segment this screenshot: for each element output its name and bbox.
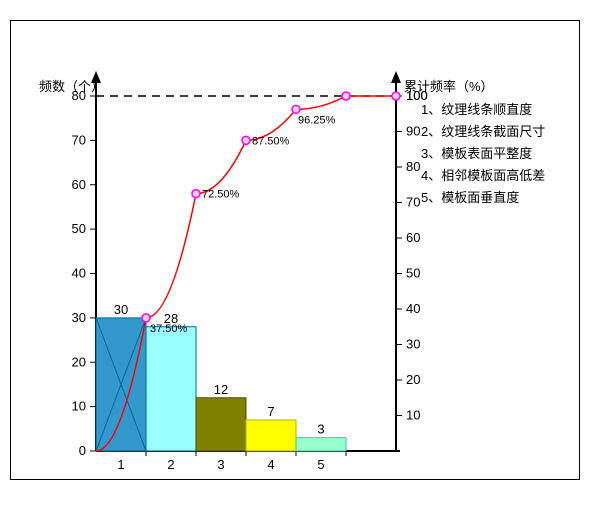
- cumulative-marker: [392, 92, 400, 100]
- cumulative-label: 87.50%: [252, 135, 290, 147]
- y-right-tick-label: 50: [406, 266, 420, 281]
- bar: [146, 327, 196, 451]
- y-right-tick-label: 40: [406, 301, 420, 316]
- y-right-tick-label: 90: [406, 124, 420, 139]
- y-left-tick-label: 20: [72, 354, 86, 369]
- y-left-tick-label: 60: [72, 177, 86, 192]
- cumulative-label: 72.50%: [202, 189, 240, 201]
- legend-item: 3、模板表面平整度: [421, 146, 532, 161]
- legend-item: 1、纹理线条顺直度: [421, 102, 532, 117]
- bar: [196, 398, 246, 451]
- y-right-tick-label: 20: [406, 372, 420, 387]
- cumulative-100-label: 100: [406, 88, 428, 103]
- x-category: 4: [267, 457, 274, 472]
- y-left-tick-label: 10: [72, 399, 86, 414]
- y-right-tick-label: 70: [406, 195, 420, 210]
- y-left-tick-label: 30: [72, 310, 86, 325]
- y-right-tick-label: 10: [406, 408, 420, 423]
- cumulative-marker: [192, 190, 200, 198]
- legend-item: 2、纹理线条截面尺寸: [421, 124, 545, 139]
- y-left-tick-label: 40: [72, 266, 86, 281]
- pareto-chart: 频数（个）01020304050607080累计频率（%）10203040506…: [11, 21, 579, 479]
- bar-value: 3: [317, 422, 324, 437]
- x-category: 3: [217, 457, 224, 472]
- y-right-tick-label: 30: [406, 337, 420, 352]
- legend-item: 5、模板面垂直度: [421, 190, 519, 205]
- cumulative-label: 96.25%: [298, 114, 336, 126]
- cumulative-marker: [292, 105, 300, 113]
- y-left-tick-label: 80: [72, 88, 86, 103]
- bar-value: 30: [114, 302, 128, 317]
- y-left-tick-label: 50: [72, 221, 86, 236]
- cumulative-marker: [242, 136, 250, 144]
- x-category: 5: [317, 457, 324, 472]
- cumulative-marker: [342, 92, 350, 100]
- bar-value: 12: [214, 382, 228, 397]
- bar: [246, 420, 296, 451]
- cumulative-label: 37.50%: [150, 323, 188, 335]
- x-category: 2: [167, 457, 174, 472]
- chart-frame: 频数（个）01020304050607080累计频率（%）10203040506…: [10, 20, 580, 480]
- y-left-tick-label: 70: [72, 132, 86, 147]
- axis-arrow: [391, 71, 401, 83]
- cumulative-marker: [142, 314, 150, 322]
- y-left-tick-label: 0: [79, 443, 86, 458]
- y-right-tick-label: 60: [406, 230, 420, 245]
- x-category: 1: [117, 457, 124, 472]
- bar: [296, 438, 346, 451]
- y-right-tick-label: 80: [406, 159, 420, 174]
- bar-value: 7: [267, 404, 274, 419]
- legend-item: 4、相邻模板面高低差: [421, 168, 545, 183]
